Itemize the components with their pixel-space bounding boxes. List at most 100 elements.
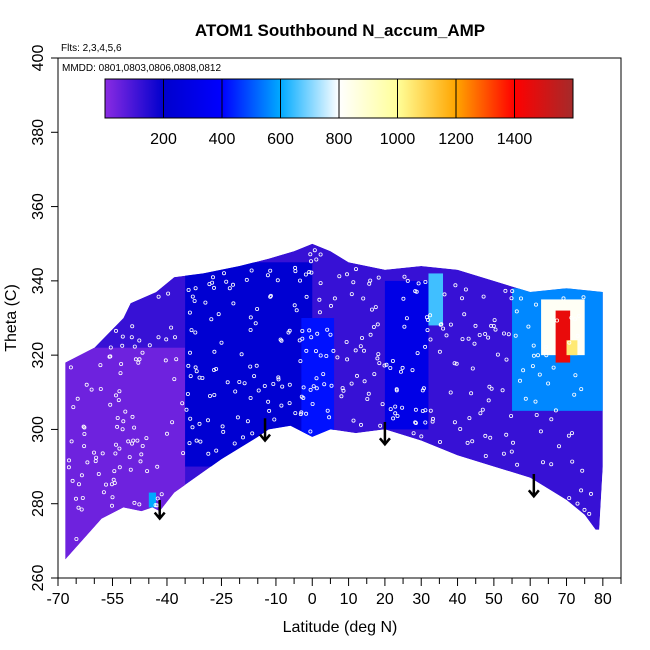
sample-point: [120, 334, 125, 339]
y-tick-label: 340: [30, 267, 47, 294]
sample-point: [460, 337, 465, 342]
arrow-head: [527, 489, 540, 499]
sample-point: [549, 417, 554, 422]
sample-point: [192, 298, 197, 303]
sample-point: [513, 333, 518, 338]
sample-point: [310, 401, 315, 406]
field-region: [428, 273, 444, 326]
sample-point: [275, 278, 280, 283]
sample-point: [393, 404, 398, 409]
sample-point: [470, 439, 475, 444]
sample-point: [477, 332, 482, 337]
sample-point: [318, 281, 323, 286]
sample-point: [537, 372, 542, 377]
colorbar: 200 400 600 800 1000 1200 1400: [104, 78, 574, 148]
sample-point: [230, 282, 235, 287]
field-region: [566, 340, 578, 356]
sample-point: [488, 435, 493, 440]
sample-point: [483, 331, 488, 336]
sample-point: [491, 323, 496, 328]
sample-point: [147, 343, 152, 348]
sample-point: [76, 505, 81, 510]
y-tick-label: 320: [30, 342, 47, 369]
sample-point: [318, 353, 323, 358]
sample-point: [308, 252, 313, 257]
sample-point: [114, 393, 119, 398]
sample-point: [438, 322, 443, 327]
sample-point: [576, 313, 581, 318]
sample-point: [421, 386, 426, 391]
sample-point: [194, 438, 199, 443]
sample-point: [304, 348, 309, 353]
sample-point: [135, 438, 140, 443]
heatmap-field: [65, 243, 603, 560]
sample-point: [93, 459, 98, 464]
sample-point: [169, 325, 174, 330]
sample-point: [359, 335, 364, 340]
sample-point: [345, 357, 350, 362]
sample-point: [428, 313, 433, 318]
sample-point: [353, 267, 358, 272]
sample-point: [79, 473, 84, 478]
sample-point: [569, 315, 574, 320]
sample-point: [361, 296, 366, 301]
sample-point: [253, 321, 258, 326]
sample-point: [245, 419, 250, 424]
sample-point: [587, 511, 592, 516]
sample-point: [419, 434, 424, 439]
sample-point: [401, 296, 406, 301]
sample-point: [110, 495, 115, 500]
sample-point: [144, 436, 149, 441]
sample-point: [369, 307, 374, 312]
sample-point: [276, 375, 281, 380]
sample-point: [68, 365, 73, 370]
sample-point: [119, 361, 124, 366]
arrow-markers: [153, 418, 540, 521]
sample-point: [579, 488, 584, 493]
sample-point: [127, 455, 132, 460]
sample-point: [371, 324, 376, 329]
sample-point: [575, 333, 580, 338]
sample-point: [98, 386, 103, 391]
sample-point: [486, 398, 491, 403]
x-tick-label: 0: [308, 591, 317, 608]
sample-point: [314, 257, 319, 262]
sample-point: [114, 442, 119, 447]
sample-point: [140, 443, 145, 448]
sample-point: [287, 382, 292, 387]
sample-point: [361, 348, 366, 353]
sample-point: [376, 352, 381, 357]
sample-point: [212, 349, 217, 354]
x-tick-label: 30: [412, 591, 430, 608]
sample-point: [155, 464, 160, 469]
sample-point: [424, 315, 429, 320]
sample-point: [184, 407, 189, 412]
sample-point: [120, 343, 125, 348]
sample-point: [225, 380, 230, 385]
sample-point: [240, 435, 245, 440]
sample-point: [467, 416, 472, 421]
sample-point: [74, 496, 79, 501]
sample-point: [120, 427, 125, 432]
sample-point: [254, 363, 259, 368]
sample-point: [375, 356, 380, 361]
sample-point: [311, 384, 316, 389]
sample-point: [413, 407, 418, 412]
sample-point: [293, 411, 298, 416]
sample-point: [441, 326, 446, 331]
sample-point: [534, 412, 539, 417]
sample-point: [366, 391, 371, 396]
dates-note: MMDD: 0801,0803,0806,0808,0812: [62, 63, 221, 74]
colorbar-tick-label: 600: [267, 131, 294, 148]
sample-point: [297, 278, 302, 283]
sample-point: [411, 431, 416, 436]
sample-point: [519, 296, 524, 301]
sample-point: [221, 271, 226, 276]
sample-point: [248, 327, 253, 332]
sample-point: [139, 452, 144, 457]
sample-point: [567, 340, 572, 345]
sample-point: [132, 500, 137, 505]
sample-point: [279, 403, 284, 408]
sample-point: [304, 411, 309, 416]
sample-point: [504, 432, 509, 437]
